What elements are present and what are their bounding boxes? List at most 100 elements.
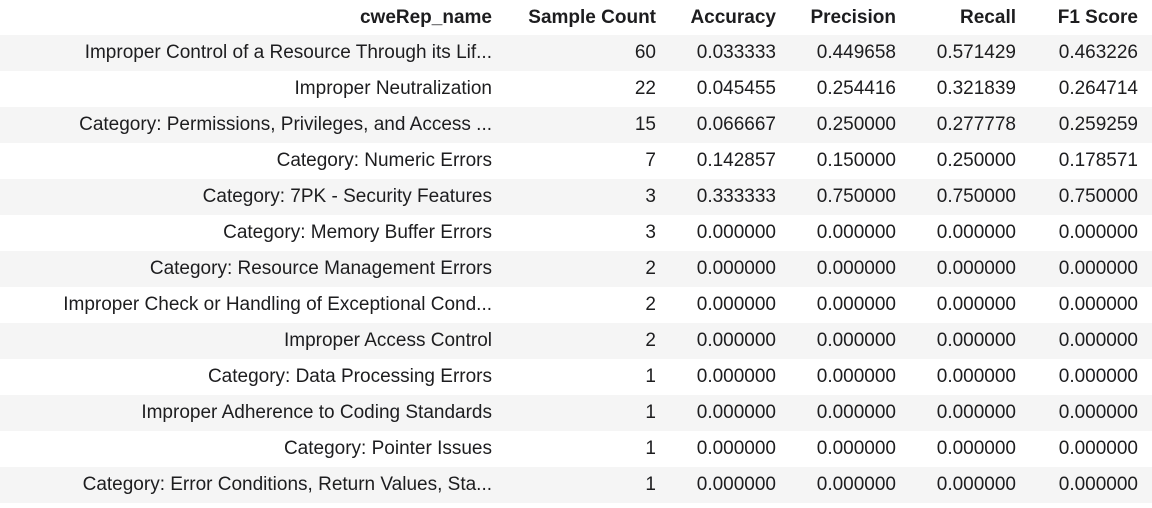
cell-precision: 0.000000 [816,438,896,459]
cell-recall: 0.250000 [936,150,1016,171]
cell-recall: 0.000000 [936,438,1016,459]
cell-cwerep-name: Improper Check or Handling of Exceptiona… [63,294,492,315]
cell-accuracy: 0.000000 [696,474,776,495]
cell-recall: 0.321839 [936,78,1016,99]
cell-accuracy: 0.000000 [696,222,776,243]
table-row: Category: Permissions, Privileges, and A… [0,107,1152,143]
cell-f1-score: 0.000000 [1058,366,1138,387]
cell-precision: 0.000000 [816,330,896,351]
cell-recall: 0.000000 [936,474,1016,495]
cell-f1-score: 0.178571 [1058,150,1138,171]
cell-f1-score: 0.000000 [1058,474,1138,495]
cell-recall: 0.000000 [936,258,1016,279]
cell-sample-count: 15 [634,114,656,135]
cell-recall: 0.000000 [936,402,1016,423]
cell-cwerep-name: Category: Pointer Issues [283,438,492,459]
table-row: Improper Control of a Resource Through i… [0,35,1152,71]
cell-sample-count: 2 [645,330,656,351]
cell-sample-count: 2 [645,294,656,315]
cell-accuracy: 0.066667 [696,114,776,135]
cell-precision: 0.000000 [816,294,896,315]
cell-precision: 0.000000 [816,222,896,243]
table-row: Category: Pointer Issues 1 0.000000 0.00000… [0,431,1152,467]
cell-accuracy: 0.000000 [696,330,776,351]
column-header-cwerep-name: cweRep_name [359,6,492,28]
table-row: Improper Adherence to Coding Standards 1 0… [0,395,1152,431]
cell-accuracy: 0.000000 [696,366,776,387]
cell-cwerep-name: Category: Error Conditions, Return Value… [82,474,492,495]
cell-accuracy: 0.045455 [696,78,776,99]
cell-recall: 0.571429 [936,42,1016,63]
cell-recall: 0.000000 [936,366,1016,387]
cell-precision: 0.000000 [816,402,896,423]
cell-cwerep-name: Category: 7PK - Security Features [202,186,492,207]
cell-recall: 0.277778 [936,114,1016,135]
cell-f1-score: 0.000000 [1058,402,1138,423]
cell-sample-count: 2 [645,258,656,279]
column-header-sample-count: Sample Count [528,6,656,28]
header-row: cweRep_name Sample Count Accuracy Precis… [0,0,1152,35]
table-body: Improper Control of a Resource Through i… [0,35,1152,503]
cell-precision: 0.150000 [816,150,896,171]
column-header-f1-score: F1 Score [1057,6,1138,28]
cell-cwerep-name: Improper Control of a Resource Through i… [84,42,492,63]
cell-accuracy: 0.033333 [696,42,776,63]
column-header-precision: Precision [810,6,896,28]
cell-cwerep-name: Category: Permissions, Privileges, and A… [79,114,492,135]
cell-recall: 0.000000 [936,330,1016,351]
cell-precision: 0.000000 [816,474,896,495]
cell-cwerep-name: Improper Neutralization [294,78,492,99]
cell-recall: 0.000000 [936,294,1016,315]
cell-accuracy: 0.142857 [696,150,776,171]
table-row: Improper Check or Handling of Exceptiona… [0,287,1152,323]
cell-sample-count: 7 [645,150,656,171]
cell-sample-count: 1 [645,438,656,459]
cell-precision: 0.254416 [816,78,896,99]
table-row: Category: Numeric Errors 7 0.142857 0.15000… [0,143,1152,179]
cell-precision: 0.000000 [816,258,896,279]
cell-f1-score: 0.000000 [1058,258,1138,279]
cell-f1-score: 0.259259 [1058,114,1138,135]
cell-cwerep-name: Category: Numeric Errors [276,150,492,171]
cell-accuracy: 0.000000 [696,258,776,279]
cell-f1-score: 0.463226 [1058,42,1138,63]
cell-cwerep-name: Category: Resource Management Errors [149,258,492,279]
column-header-accuracy: Accuracy [690,6,776,28]
table-row: Category: Data Processing Errors 1 0.00000… [0,359,1152,395]
table-row: Improper Access Control 2 0.000000 0.000000… [0,323,1152,359]
cell-cwerep-name: Category: Data Processing Errors [207,366,492,387]
cell-recall: 0.000000 [936,222,1016,243]
cell-sample-count: 1 [645,402,656,423]
column-header-recall: Recall [960,6,1016,28]
table-row: Category: 7PK - Security Features 3 0.3333… [0,179,1152,215]
cell-sample-count: 1 [645,366,656,387]
cell-accuracy: 0.000000 [696,294,776,315]
cell-cwerep-name: Improper Access Control [283,330,492,351]
cell-sample-count: 3 [645,186,656,207]
table-row: Category: Resource Management Errors 2 0.0… [0,251,1152,287]
cell-sample-count: 1 [645,474,656,495]
cell-sample-count: 3 [645,222,656,243]
cell-f1-score: 0.750000 [1058,186,1138,207]
cell-f1-score: 0.264714 [1058,78,1138,99]
cell-f1-score: 0.000000 [1058,222,1138,243]
cell-sample-count: 60 [634,42,656,63]
cell-accuracy: 0.000000 [696,438,776,459]
cell-accuracy: 0.000000 [696,402,776,423]
cell-recall: 0.750000 [936,186,1016,207]
cell-f1-score: 0.000000 [1058,438,1138,459]
table-header: cweRep_name Sample Count Accuracy Precis… [0,0,1152,35]
cell-precision: 0.250000 [816,114,896,135]
cell-sample-count: 22 [634,78,656,99]
table-row: Category: Memory Buffer Errors 3 0.000000 0… [0,215,1152,251]
cell-precision: 0.000000 [816,366,896,387]
cell-cwerep-name: Category: Memory Buffer Errors [223,222,492,243]
cell-f1-score: 0.000000 [1058,330,1138,351]
cell-precision: 0.750000 [816,186,896,207]
cell-f1-score: 0.000000 [1058,294,1138,315]
cell-accuracy: 0.333333 [696,186,776,207]
cell-precision: 0.449658 [816,42,896,63]
table-row: Category: Error Conditions, Return Value… [0,467,1152,503]
cell-cwerep-name: Improper Adherence to Coding Standards [141,402,492,423]
